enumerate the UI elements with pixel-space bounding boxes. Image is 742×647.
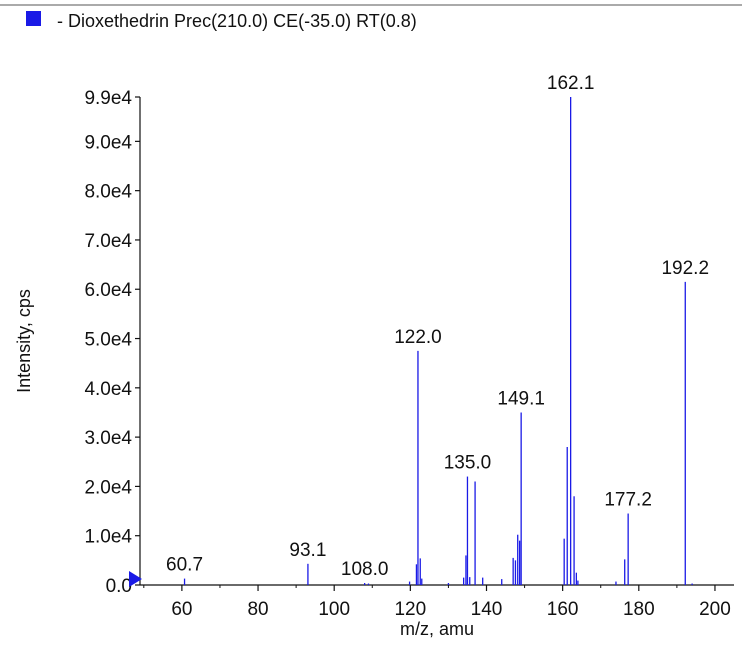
y-tick-label: 9.0e4 <box>84 132 132 153</box>
x-tick-label: 200 <box>699 599 731 620</box>
y-tick-label: 7.0e4 <box>84 231 132 252</box>
x-axis <box>140 584 734 591</box>
y-tick-label: 2.0e4 <box>84 477 132 498</box>
zero-marker-icon <box>129 571 142 587</box>
y-tick-labels: 0.0 1.0e4 2.0e4 3.0e4 4.0e4 5.0e4 6.0e4 7.0e4 8.… <box>84 88 132 597</box>
x-tick-label: 100 <box>318 599 350 620</box>
peak-label: 135.0 <box>444 453 492 474</box>
peak-label: 60.7 <box>166 555 203 576</box>
x-tick-label: 60 <box>171 599 192 620</box>
y-tick-label: 1.0e4 <box>84 527 132 548</box>
peak-labels: 60.7 93.1 108.0 122.0 135.0 149.1 162.1 177.2 19… <box>166 73 709 580</box>
peak-label: 122.0 <box>394 327 442 348</box>
x-tick-label: 180 <box>623 599 655 620</box>
x-tick-label: 80 <box>247 599 268 620</box>
y-tick-label: 6.0e4 <box>84 280 132 301</box>
y-tick-label: 8.0e4 <box>84 182 132 203</box>
peak-label: 93.1 <box>289 540 326 561</box>
y-tick-label: 9.9e4 <box>84 88 132 109</box>
y-tick-label: 4.0e4 <box>84 379 132 400</box>
y-axis <box>135 96 141 586</box>
y-tick-label: 5.0e4 <box>84 330 132 351</box>
x-axis-title: m/z, amu <box>400 619 474 639</box>
legend-label: - Dioxethedrin Prec(210.0) CE(-35.0) RT(… <box>57 11 417 31</box>
x-tick-labels: 60 80 100 120 140 160 180 200 <box>171 599 730 620</box>
peak-label: 162.1 <box>547 73 595 94</box>
legend-swatch <box>26 11 41 26</box>
legend: - Dioxethedrin Prec(210.0) CE(-35.0) RT(… <box>26 11 417 31</box>
peak-label: 108.0 <box>341 559 389 580</box>
peak-label: 177.2 <box>604 490 652 511</box>
x-tick-label: 140 <box>471 599 503 620</box>
peaks <box>183 97 693 585</box>
y-tick-label: 0.0 <box>106 576 132 597</box>
y-tick-label: 3.0e4 <box>84 428 132 449</box>
x-tick-label: 160 <box>547 599 579 620</box>
peak-label: 149.1 <box>497 388 545 409</box>
y-axis-title: Intensity, cps <box>14 289 34 393</box>
peak-label: 192.2 <box>661 258 709 279</box>
x-tick-label: 120 <box>394 599 426 620</box>
